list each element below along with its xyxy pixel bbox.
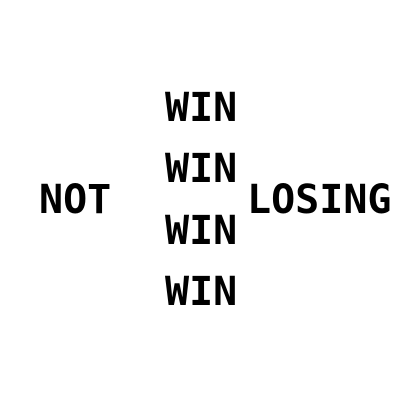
win-word-2: WIN — [165, 146, 238, 192]
win-word-3: WIN — [165, 208, 238, 254]
win-word-4: WIN — [165, 269, 238, 315]
not-word: NOT — [39, 177, 112, 223]
win-word-1: WIN — [165, 85, 238, 131]
losing-word: LOSING — [247, 177, 392, 223]
